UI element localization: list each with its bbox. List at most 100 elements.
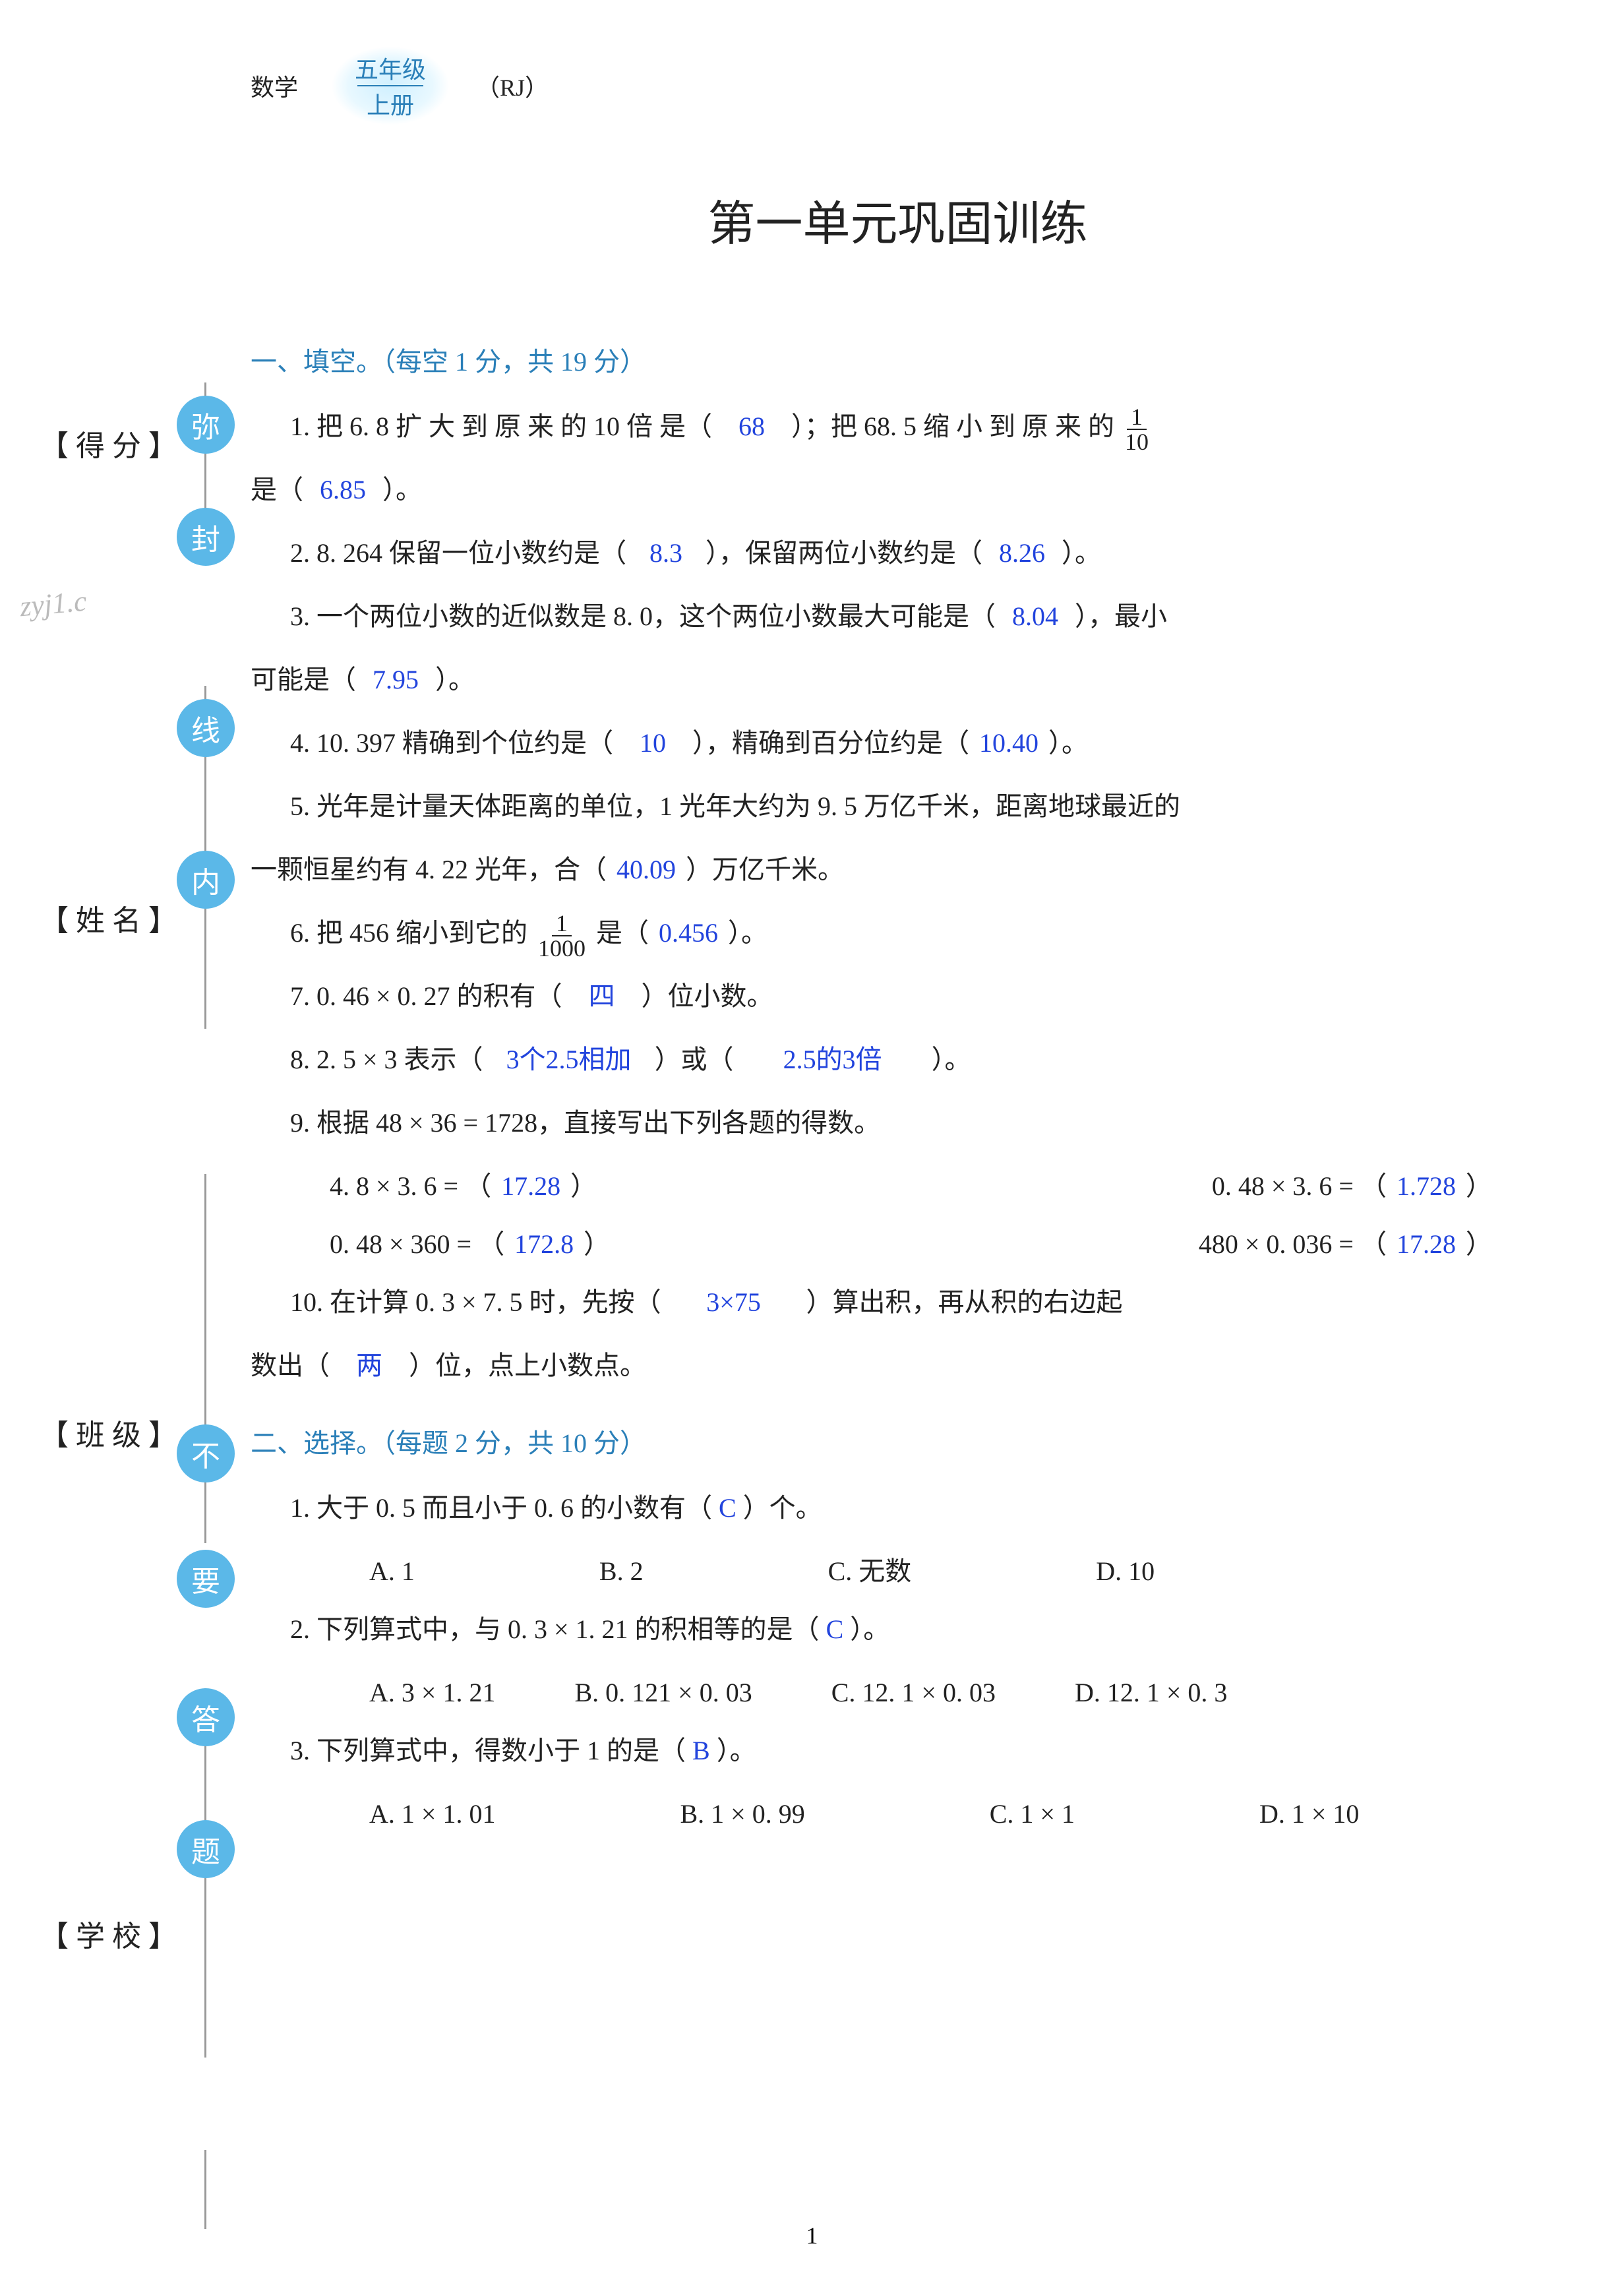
q10-text3: 数出（ bbox=[251, 1351, 330, 1380]
header: 数学 五年级 上册 （RJ） bbox=[251, 40, 1545, 132]
answer-5-1: 40.09 bbox=[613, 841, 679, 899]
s2-question-3: 3. 下列算式中，得数小于 1 的是（ B ）。 bbox=[290, 1722, 1545, 1780]
s2q1-text2: ）个。 bbox=[743, 1493, 822, 1523]
option-d: D. 1 × 10 bbox=[1259, 1785, 1359, 1843]
question-5-cont: 一颗恒星约有 4. 22 光年，合（ 40.09 ）万亿千米。 bbox=[251, 841, 1545, 899]
q10-text: 10. 在计算 0. 3 × 7. 5 时，先按（ bbox=[290, 1287, 661, 1317]
q5-text3: ）万亿千米。 bbox=[686, 855, 844, 884]
q9-3e: ） bbox=[584, 1229, 610, 1259]
s2q3-text: 3. 下列算式中，得数小于 1 的是（ bbox=[290, 1736, 686, 1765]
fraction-1-1000: 1 1000 bbox=[534, 911, 589, 960]
q10-text4: ）位，点上小数点。 bbox=[409, 1351, 646, 1380]
q9-row2: 0. 48 × 360 = （ 172.8 ） 480 × 0. 036 = （… bbox=[330, 1215, 1492, 1273]
q9-item4: 480 × 0. 036 = （ 17.28 ） bbox=[1199, 1215, 1492, 1273]
question-1-cont: 是（ 6.85 ）。 bbox=[251, 461, 1545, 519]
q8-text3: ）。 bbox=[932, 1045, 971, 1074]
q9-1-text: 4. 8 × 3. 6 = （ bbox=[330, 1171, 491, 1201]
q4-text3: ）。 bbox=[1048, 728, 1088, 758]
option-c: C. 12. 1 × 0. 03 bbox=[831, 1664, 996, 1722]
circle-bu: 不 bbox=[177, 1424, 235, 1482]
q9-item1: 4. 8 × 3. 6 = （ 17.28 ） bbox=[330, 1157, 597, 1215]
circle-da: 答 bbox=[177, 1688, 235, 1746]
circle-yao: 要 bbox=[177, 1550, 235, 1608]
s2-answer-3: B bbox=[692, 1736, 710, 1765]
section1-header: 一、填空。（每空 1 分，共 19 分） bbox=[251, 333, 1545, 391]
question-1: 1. 把 6. 8 扩 大 到 原 来 的 10 倍 是（ 68 ）；把 68.… bbox=[290, 398, 1545, 456]
answer-10-2: 两 bbox=[336, 1337, 402, 1395]
q7-text: 7. 0. 46 × 0. 27 的积有（ bbox=[290, 981, 562, 1011]
question-9: 9. 根据 48 × 36 = 1728，直接写出下列各题的得数。 bbox=[290, 1094, 1545, 1152]
frac-numerator: 1 bbox=[552, 911, 572, 936]
q9-2-text: 0. 48 × 3. 6 = （ bbox=[1212, 1171, 1387, 1201]
fraction-1-10: 1 10 bbox=[1121, 405, 1153, 454]
option-d: D. 10 bbox=[1096, 1542, 1155, 1601]
frac-numerator: 1 bbox=[1127, 405, 1147, 430]
grade-text: 五年级 bbox=[355, 51, 426, 85]
side-label-class: 【 班 级 】 bbox=[40, 1411, 177, 1453]
option-b: B. 1 × 0. 99 bbox=[680, 1785, 804, 1843]
question-8: 8. 2. 5 × 3 表示（ 3个2.5相加 ）或（ 2.5的3倍 ）。 bbox=[290, 1031, 1545, 1089]
answer-3-1: 8.04 bbox=[1002, 588, 1068, 646]
answer-8-2: 2.5的3倍 bbox=[740, 1031, 925, 1089]
q9-4e: ） bbox=[1466, 1229, 1492, 1259]
q2-text3: ）。 bbox=[1062, 538, 1101, 568]
question-5: 5. 光年是计量天体距离的单位，1 光年大约为 9. 5 万亿千米，距离地球最近… bbox=[290, 778, 1545, 836]
q2-text: 2. 8. 264 保留一位小数约是（ bbox=[290, 538, 626, 568]
answer-8-1: 3个2.5相加 bbox=[490, 1031, 648, 1089]
q9-1e: ） bbox=[570, 1171, 597, 1201]
circle-xian: 线 bbox=[177, 699, 235, 757]
q1-text3: 是（ bbox=[251, 475, 303, 504]
q4-text: 4. 10. 397 精确到个位约是（ bbox=[290, 728, 613, 758]
q1-text: 1. 把 6. 8 扩 大 到 原 来 的 10 倍 是（ bbox=[290, 412, 712, 441]
answer-9-2: 1.728 bbox=[1393, 1157, 1459, 1215]
circle-feng: 封 bbox=[177, 508, 235, 566]
q10-text2: ）算出积，再从积的右边起 bbox=[806, 1287, 1123, 1317]
question-3-cont: 可能是（ 7.95 ）。 bbox=[251, 651, 1545, 709]
s2q3-options: A. 1 × 1. 01 B. 1 × 0. 99 C. 1 × 1 D. 1 … bbox=[369, 1785, 1545, 1843]
answer-3-2: 7.95 bbox=[363, 651, 429, 709]
answer-4-2: 10.40 bbox=[976, 714, 1042, 772]
q9-item3: 0. 48 × 360 = （ 172.8 ） bbox=[330, 1215, 610, 1273]
page-number: 1 bbox=[806, 2222, 818, 2249]
side-label-score: 【 得 分 】 bbox=[40, 422, 177, 464]
q3-text: 3. 一个两位小数的近似数是 8. 0，这个两位小数最大可能是（ bbox=[290, 601, 996, 631]
q1-text4: ）。 bbox=[382, 475, 422, 504]
q5-text2: 一颗恒星约有 4. 22 光年，合（ bbox=[251, 855, 607, 884]
s2q2-options: A. 3 × 1. 21 B. 0. 121 × 0. 03 C. 12. 1 … bbox=[369, 1664, 1545, 1722]
side-line bbox=[204, 2150, 206, 2229]
answer-7-1: 四 bbox=[569, 967, 635, 1025]
content-area: 一、填空。（每空 1 分，共 19 分） 1. 把 6. 8 扩 大 到 原 来… bbox=[251, 333, 1545, 1843]
q6-text3: ）。 bbox=[728, 918, 767, 948]
section2-header: 二、选择。（每题 2 分，共 10 分） bbox=[251, 1415, 1545, 1473]
q9-2e: ） bbox=[1466, 1171, 1492, 1201]
question-4: 4. 10. 397 精确到个位约是（ 10 ），精确到百分位约是（ 10.40… bbox=[290, 714, 1545, 772]
question-10: 10. 在计算 0. 3 × 7. 5 时，先按（ 3×75 ）算出积，再从积的… bbox=[290, 1273, 1545, 1331]
answer-4-1: 10 bbox=[620, 714, 686, 772]
option-a: A. 3 × 1. 21 bbox=[369, 1664, 495, 1722]
option-a: A. 1 bbox=[369, 1542, 415, 1601]
q8-text: 8. 2. 5 × 3 表示（ bbox=[290, 1045, 483, 1074]
answer-9-1: 17.28 bbox=[498, 1157, 564, 1215]
option-b: B. 0. 121 × 0. 03 bbox=[574, 1664, 752, 1722]
option-c: C. 1 × 1 bbox=[990, 1785, 1075, 1843]
edition-label: （RJ） bbox=[476, 69, 549, 103]
option-b: B. 2 bbox=[599, 1542, 644, 1601]
question-3: 3. 一个两位小数的近似数是 8. 0，这个两位小数最大可能是（ 8.04 ），… bbox=[290, 588, 1545, 646]
q8-text2: ）或（ bbox=[655, 1045, 734, 1074]
q9-4-text: 480 × 0. 036 = （ bbox=[1199, 1229, 1387, 1259]
option-c: C. 无数 bbox=[828, 1542, 912, 1601]
answer-2-2: 8.26 bbox=[989, 524, 1055, 582]
circle-mi: 弥 bbox=[177, 396, 235, 454]
circle-nei: 内 bbox=[177, 851, 235, 909]
page-title: 第一单元巩固训练 bbox=[251, 185, 1545, 254]
s2-question-2: 2. 下列算式中，与 0. 3 × 1. 21 的积相等的是（ C ）。 bbox=[290, 1601, 1545, 1659]
answer-10-1: 3×75 bbox=[668, 1273, 800, 1331]
option-a: A. 1 × 1. 01 bbox=[369, 1785, 495, 1843]
watermark: zyj1.c bbox=[18, 584, 88, 624]
option-d: D. 12. 1 × 0. 3 bbox=[1075, 1664, 1227, 1722]
side-line bbox=[204, 1174, 206, 1543]
answer-1-2: 6.85 bbox=[310, 461, 376, 519]
q4-text2: ），精确到百分位约是（ bbox=[692, 728, 969, 758]
s2q1-options: A. 1 B. 2 C. 无数 D. 10 bbox=[369, 1542, 1545, 1601]
q1-text2: ）；把 68. 5 缩 小 到 原 来 的 bbox=[791, 412, 1114, 441]
